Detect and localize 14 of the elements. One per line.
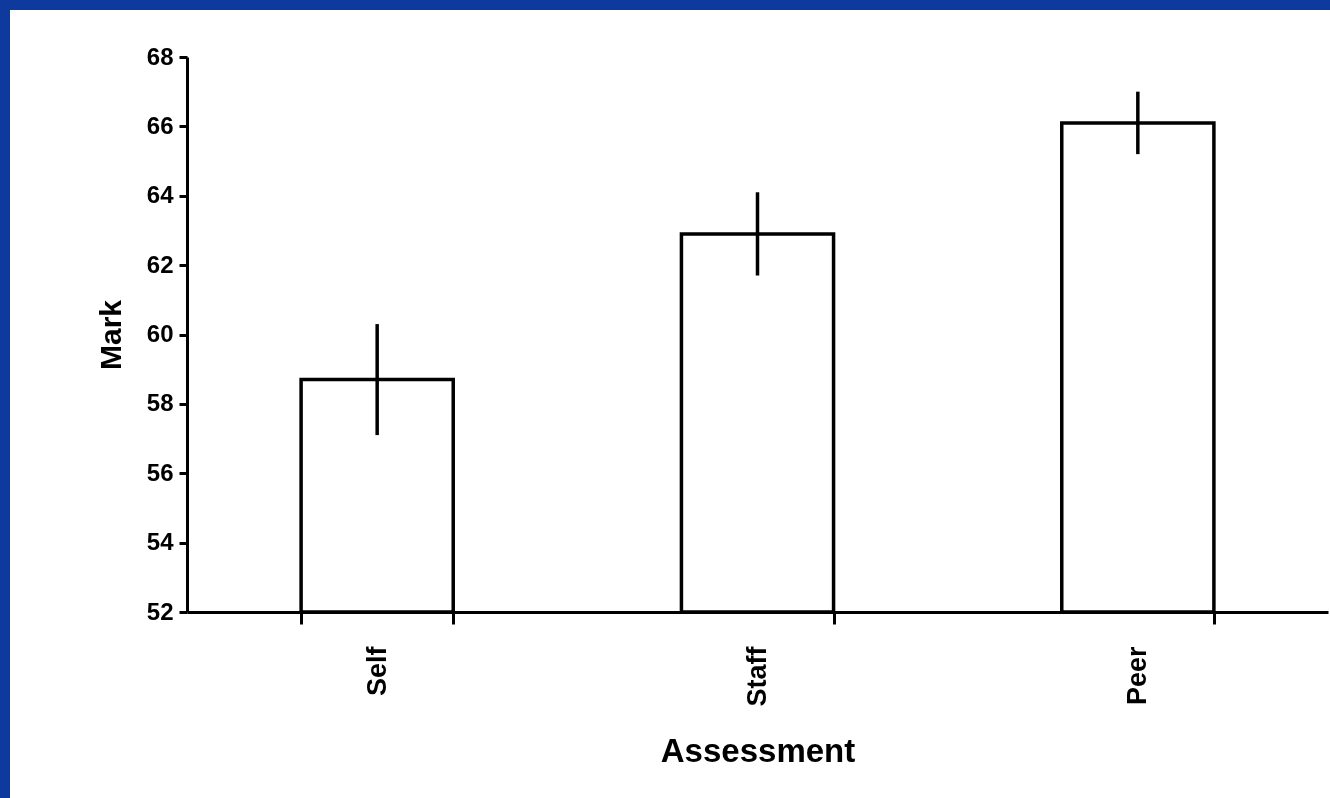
y-tick-label: 66 — [146, 111, 174, 139]
x-axis-title: Assessment — [660, 732, 856, 770]
y-tick-label: 68 — [146, 42, 174, 70]
x-tick-label: Peer — [1122, 646, 1153, 706]
y-tick-label: 56 — [146, 458, 174, 486]
x-tick-label: Staff — [742, 645, 772, 707]
y-tick-label: 58 — [146, 389, 174, 417]
y-tick-label: 62 — [146, 250, 174, 278]
y-tick-label: 60 — [146, 320, 174, 347]
y-tick-label: 54 — [146, 528, 175, 556]
y-tick-label: 64 — [146, 181, 175, 209]
y-axis-title: Mark — [93, 299, 127, 371]
y-tick-label: 52 — [146, 597, 174, 625]
x-tick-label: Self — [361, 645, 392, 697]
